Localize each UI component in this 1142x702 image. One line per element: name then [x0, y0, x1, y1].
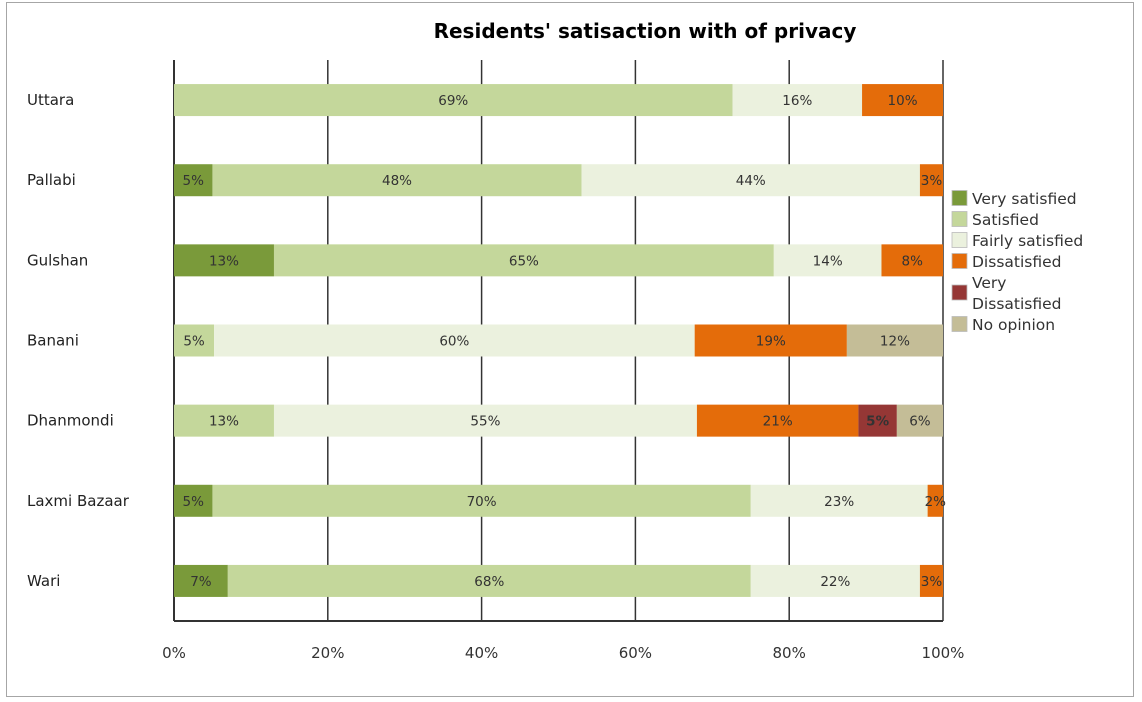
data-label: 5% [183, 494, 205, 510]
legend-swatch [951, 253, 968, 269]
bars: 69% 16% 10% 5% 48% 44% 3% 13% 65% 14% 8% 5% 60% 19% 12… [174, 84, 946, 597]
x-tick-label: 100% [922, 644, 965, 662]
bar-segment [174, 484, 213, 517]
bar-segment [896, 404, 943, 437]
data-label: 68% [474, 574, 504, 590]
bar-segment [581, 164, 920, 197]
data-label: 14% [813, 253, 843, 269]
bar-segment [732, 84, 863, 117]
data-label: 5% [183, 334, 205, 350]
legend-label: Dissatisfied [972, 253, 1062, 271]
category-label: Banani [27, 332, 79, 350]
data-label: 13% [209, 253, 239, 269]
bar-segment [227, 564, 751, 597]
data-label: 23% [824, 494, 854, 510]
x-tick-label: 0% [162, 644, 186, 662]
category-label: Dhanmondi [27, 412, 114, 430]
x-tick-label: 20% [311, 644, 344, 662]
bar-segment [862, 84, 943, 117]
legend-label: Dissatisfied [972, 295, 1062, 313]
data-label: 69% [438, 93, 468, 109]
bar-segment [174, 164, 213, 197]
category-labels: Uttara Pallabi Gulshan Banani Dhanmondi Laxmi… [27, 91, 130, 590]
bar-segment [750, 484, 928, 517]
bar-segment [174, 564, 228, 597]
data-label: 8% [902, 253, 924, 269]
data-label: 19% [756, 334, 786, 350]
category-label: Gulshan [27, 251, 88, 269]
data-label: 13% [209, 414, 239, 430]
legend-label: Fairly satisfied [972, 232, 1083, 250]
data-label: 44% [736, 173, 766, 189]
bar-segment [214, 324, 695, 357]
data-label: 55% [470, 414, 500, 430]
legend: Very satisfied Satisfied Fairly satisfied D… [951, 190, 1083, 334]
bar-segment [174, 404, 274, 437]
legend-label: Satisfied [972, 211, 1039, 229]
data-label: 5% [866, 414, 889, 430]
bar-segment [858, 404, 897, 437]
bar-segment [750, 564, 920, 597]
x-tick-label: 40% [465, 644, 498, 662]
category-label: Pallabi [27, 171, 76, 189]
data-label: 6% [909, 414, 931, 430]
x-tick-label: 60% [619, 644, 652, 662]
legend-swatch [951, 232, 968, 248]
legend-swatch [951, 316, 968, 332]
bar-segment [694, 324, 847, 357]
category-label: Uttara [27, 91, 74, 109]
data-label: 2% [925, 494, 947, 510]
bar-segment [927, 484, 943, 517]
bar-segment [881, 244, 943, 277]
legend-label: No opinion [972, 316, 1055, 334]
legend-swatch [951, 211, 968, 227]
chart-title: Residents' satisaction with of privacy [434, 19, 857, 43]
bar-segment [212, 164, 582, 197]
data-label: 60% [439, 334, 469, 350]
data-label: 48% [382, 173, 412, 189]
bar-segment [919, 164, 943, 197]
bar-segment [919, 564, 943, 597]
category-label: Laxmi Bazaar [27, 492, 130, 510]
x-axis-ticks: 0% 20% 40% 60% 80% 100% [162, 644, 964, 662]
data-label: 12% [880, 334, 910, 350]
legend-label: Very [972, 274, 1006, 292]
bar-segment [773, 244, 882, 277]
bar-segment [174, 324, 215, 357]
data-label: 22% [820, 574, 850, 590]
data-label: 70% [467, 494, 497, 510]
data-label: 65% [509, 253, 539, 269]
data-label: 5% [183, 173, 205, 189]
data-label: 3% [921, 574, 943, 590]
x-tick-label: 80% [773, 644, 806, 662]
bar-segment [174, 84, 733, 117]
data-label: 3% [921, 173, 943, 189]
category-label: Wari [27, 572, 60, 590]
data-label: 16% [782, 93, 812, 109]
bar-segment [212, 484, 751, 517]
bar-segment [696, 404, 859, 437]
data-label: 21% [763, 414, 793, 430]
bar-segment [273, 404, 697, 437]
bar-segment [846, 324, 943, 357]
legend-swatch [951, 284, 968, 301]
legend-label: Very satisfied [972, 190, 1077, 208]
data-label: 7% [190, 574, 212, 590]
legend-swatch [951, 190, 968, 206]
bar-segment [174, 244, 274, 277]
data-label: 10% [888, 93, 918, 109]
bar-segment [273, 244, 774, 277]
